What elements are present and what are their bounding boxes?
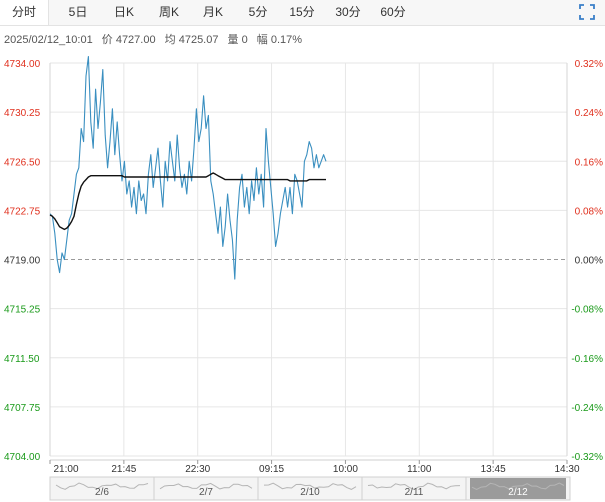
tab-intraday[interactable]: 分时 <box>0 0 49 25</box>
tab-5day[interactable]: 5日 <box>68 5 88 19</box>
tab-monthly-k[interactable]: 月K <box>202 5 223 19</box>
navigator-date-label[interactable]: 2/7 <box>199 487 213 498</box>
tab-5min[interactable]: 5分 <box>248 5 268 19</box>
price-axis-labels: 4734.00 4730.25 4726.50 4722.75 4719.00 4715.… <box>4 59 41 463</box>
tab-30min[interactable]: 30分 <box>335 5 361 19</box>
y-tick-label: 4726.50 <box>4 157 41 168</box>
x-tick-label: 10:00 <box>333 464 358 475</box>
percent-axis-labels: 0.32% 0.24% 0.16% 0.08% 0.00% -0.08% -0.16% -0.… <box>571 59 603 463</box>
navigator-sparkline <box>263 482 357 490</box>
info-change: 幅 0.17% <box>256 34 303 46</box>
tab-weekly-k[interactable]: 周K <box>158 5 179 19</box>
navigator-selected-range[interactable] <box>470 478 566 499</box>
grid <box>49 62 568 457</box>
x-tick-label: 22:30 <box>185 464 210 475</box>
pct-tick-label: 0.08% <box>575 206 603 217</box>
time-axis: 21:00 21:45 22:30 09:15 10:00 11:00 13:45 14:30 <box>0 459 605 476</box>
date-navigator[interactable]: 2/6 2/7 2/10 2/11 2/12 <box>49 476 571 501</box>
price-line <box>49 55 327 280</box>
y-tick-label: 4711.50 <box>4 354 40 365</box>
y-tick-label: 4715.25 <box>4 305 41 316</box>
tab-daily-k[interactable]: 日K <box>113 5 134 19</box>
navigator-sparkline <box>471 482 565 490</box>
pct-tick-label: -0.16% <box>571 354 603 365</box>
info-datetime: 2025/02/12_10:01 <box>4 34 93 46</box>
x-tick-label: 14:30 <box>554 464 579 475</box>
x-tick-label: 13:45 <box>481 464 506 475</box>
y-tick-label: 4707.75 <box>4 403 41 414</box>
pct-tick-label: 0.32% <box>575 59 603 70</box>
info-price: 价 4727.00 <box>101 34 156 46</box>
tab-15min[interactable]: 15分 <box>289 5 315 19</box>
navigator-date-label[interactable]: 2/11 <box>405 487 424 498</box>
info-avg-price: 均 4725.07 <box>164 34 219 46</box>
info-volume: 量 0 <box>227 34 248 46</box>
y-tick-label: 4722.75 <box>4 206 41 217</box>
time-axis-bg <box>0 460 605 476</box>
navigator-sparkline <box>159 482 253 490</box>
navigator-sparkline <box>367 482 461 490</box>
navigator-date-label[interactable]: 2/12 <box>508 487 528 498</box>
x-tick-label: 09:15 <box>259 464 284 475</box>
x-tick-label: 21:45 <box>111 464 136 475</box>
pct-tick-label: 0.00% <box>575 256 603 267</box>
y-tick-label: 4734.00 <box>4 59 41 70</box>
tab-60min[interactable]: 60分 <box>380 5 406 19</box>
fullscreen-icon[interactable] <box>579 4 595 20</box>
series-lines <box>49 55 327 280</box>
navigator-sparkline <box>55 482 149 490</box>
price-info-bar: 2025/02/12_10:01 价 4727.00 均 4725.07 量 0… <box>4 31 308 47</box>
period-tab-bar: 分时 5日 日K 周K 月K 5分 15分 30分 60分 <box>0 0 605 26</box>
navigator-date-label[interactable]: 2/10 <box>300 487 320 498</box>
y-tick-label: 4719.00 <box>4 256 41 267</box>
navigator-track[interactable] <box>49 476 571 501</box>
navigator-date-label[interactable]: 2/6 <box>95 487 109 498</box>
pct-tick-label: -0.24% <box>571 403 603 414</box>
y-tick-label: 4730.25 <box>4 108 41 119</box>
x-tick-label: 21:00 <box>53 464 78 475</box>
average-price-line <box>49 172 326 231</box>
pct-tick-label: -0.08% <box>571 305 603 316</box>
pct-tick-label: 0.16% <box>575 157 603 168</box>
pct-tick-label: -0.32% <box>571 452 603 463</box>
x-tick-label: 11:00 <box>407 464 432 475</box>
pct-tick-label: 0.24% <box>575 108 603 119</box>
y-tick-label: 4704.00 <box>4 452 41 463</box>
